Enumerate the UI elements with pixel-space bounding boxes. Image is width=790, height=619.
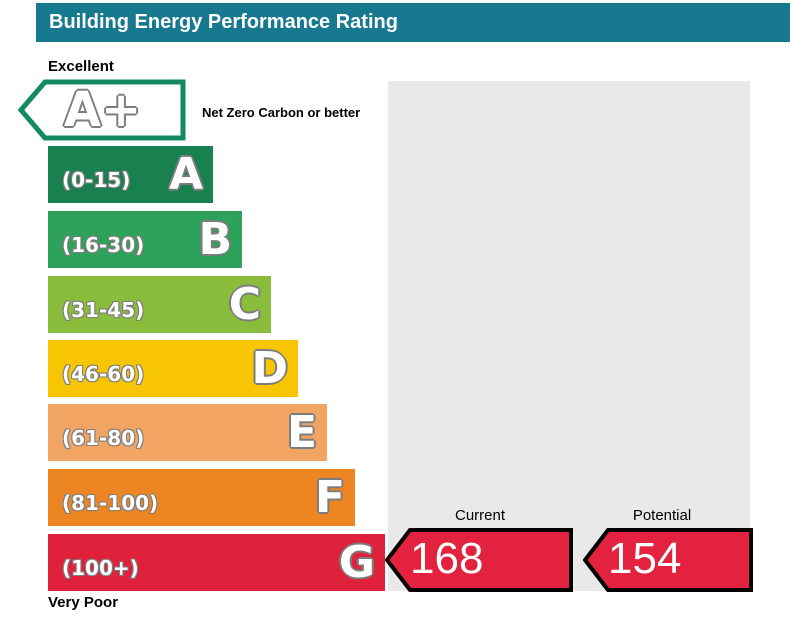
potential-rating-value: 154	[608, 534, 682, 583]
band-a: (0-15) A	[48, 146, 213, 203]
band-f-letter: F	[314, 472, 345, 523]
very-poor-label: Very Poor	[48, 594, 119, 611]
net-zero-arrow	[18, 79, 186, 141]
potential-column-label: Potential	[632, 507, 692, 524]
band-f-range: (81-100)	[62, 490, 159, 515]
band-g-range: (100+)	[62, 555, 139, 580]
net-zero-arrow-shape	[18, 79, 186, 141]
chart-title: Building Energy Performance Rating	[49, 11, 398, 33]
band-b: (16-30) B	[48, 211, 242, 268]
band-d-range: (46-60)	[62, 361, 145, 386]
band-g-letter: G	[338, 537, 375, 588]
band-c: (31-45) C	[48, 276, 271, 333]
current-rating-arrow	[385, 528, 573, 592]
potential-rating-arrow	[583, 528, 753, 592]
band-a-range: (0-15)	[62, 167, 131, 192]
header-bar: Building Energy Performance Rating	[36, 3, 790, 42]
band-a-letter: A	[168, 149, 203, 200]
net-zero-grade: A+	[63, 82, 142, 138]
current-rating-value: 168	[410, 534, 484, 583]
current-column-label: Current	[454, 507, 506, 524]
band-c-range: (31-45)	[62, 297, 145, 322]
band-b-letter: B	[198, 214, 232, 265]
potential-rating-arrow-shape	[583, 528, 753, 592]
current-rating-arrow-shape	[385, 528, 573, 592]
net-zero-note: Net Zero Carbon or better	[202, 105, 361, 120]
band-d-letter: D	[251, 343, 288, 394]
excellent-label: Excellent	[48, 58, 114, 75]
results-panel	[388, 81, 750, 591]
band-c-letter: C	[228, 279, 261, 330]
band-e-letter: E	[286, 407, 317, 458]
band-e-range: (61-80)	[62, 425, 145, 450]
band-e: (61-80) E	[48, 404, 327, 461]
band-f: (81-100) F	[48, 469, 355, 526]
band-b-range: (16-30)	[62, 232, 145, 257]
band-d: (46-60) D	[48, 340, 298, 397]
band-g: (100+) G	[48, 534, 385, 591]
